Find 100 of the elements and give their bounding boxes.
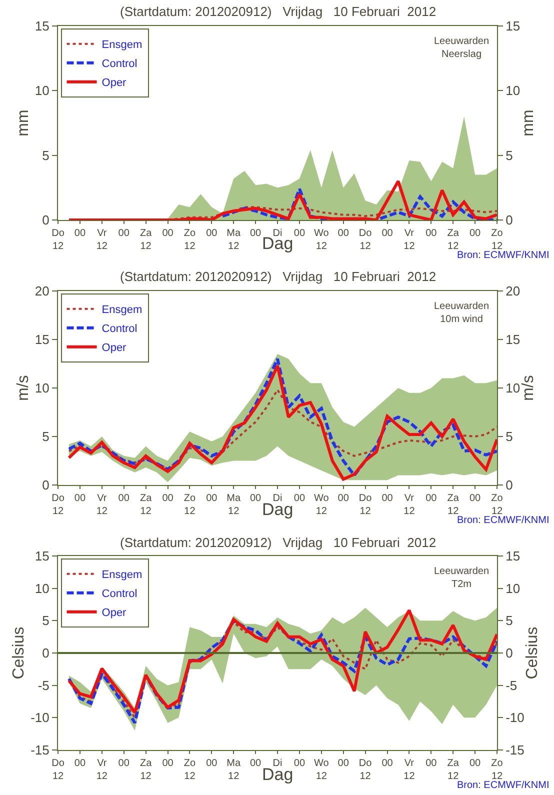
x-tick-label: Do 12 <box>358 758 372 782</box>
x-tick-label: 00 <box>338 228 350 239</box>
y-axis-title: m/s <box>14 375 32 401</box>
x-tick-label: 00 <box>118 228 130 239</box>
x-tick-label: Zo 12 <box>491 758 504 782</box>
x-tick-label: 00 <box>162 493 174 504</box>
y-tick-label: 5 <box>42 148 50 163</box>
x-tick-label: Zo 12 <box>184 493 196 517</box>
y-tick-label: 5 <box>42 429 50 444</box>
line-series <box>67 180 497 220</box>
y2-axis-title: Celsius <box>524 626 542 680</box>
x-tick-label: Ma 12 <box>226 758 241 782</box>
x-tick-label: Vr 12 <box>96 493 108 517</box>
y2-tick-label: 0 <box>506 212 513 228</box>
x-tick-label: Zo 12 <box>184 758 196 782</box>
y-tick-label: 15 <box>34 18 50 34</box>
y-tick-label: -5 <box>38 678 50 693</box>
legend-label: Oper <box>102 342 127 354</box>
x-tick-label: 00 <box>250 228 262 239</box>
y2-axis-title: m/s <box>520 375 538 401</box>
legend-label: Control <box>102 588 138 600</box>
legend-label: Control <box>102 323 138 336</box>
y2-tick-label: -10 <box>506 710 524 726</box>
y-tick-label: 10 <box>34 580 50 596</box>
x-tick-label: Vr 12 <box>96 228 108 252</box>
chart-title: (Startdatum: 2012020912) Vrijdag 10 Februari 2012 <box>120 269 436 284</box>
x-tick-label: 00 <box>382 228 394 239</box>
x-tick-label: 00 <box>469 758 482 769</box>
x-tick-label: Za 12 <box>447 228 460 252</box>
annotation: Leeuwarden 10m wind <box>434 301 490 325</box>
chart-title: (Startdatum: 2012020912) Vrijdag 10 Februari 2012 <box>120 4 436 19</box>
x-tick-label: Ma 12 <box>226 493 241 517</box>
y2-tick-label: 15 <box>506 18 520 34</box>
x-tick-label: Di <box>272 228 282 239</box>
y-tick-label: 10 <box>34 83 50 98</box>
x-tick-label: Za 12 <box>140 493 152 517</box>
y2-tick-label: 15 <box>506 548 520 564</box>
x-tick-label: 00 <box>426 758 438 769</box>
x-tick-label: 00 <box>469 493 482 504</box>
y-tick-label: -10 <box>30 710 50 726</box>
x-tick-label: Do 12 <box>358 493 372 517</box>
legend-label: Oper <box>102 77 127 90</box>
y2-tick-label: -5 <box>506 678 518 693</box>
text: Bron: ECMWF/KNMI <box>457 250 550 261</box>
x-tick-label: Za 12 <box>140 228 152 252</box>
x-tick-label: 00 <box>382 493 394 504</box>
x-tick-label: Za 12 <box>447 758 460 782</box>
y-tick-label: 5 <box>42 613 50 628</box>
x-tick-label: Wo 12 <box>314 758 330 782</box>
x-tick-label: Zo 12 <box>184 228 196 252</box>
x-tick-label: 00 <box>250 758 262 769</box>
y-tick-label: -15 <box>30 742 50 758</box>
x-tick-label: 00 <box>250 493 262 504</box>
x-tick-label: Wo 12 <box>314 228 330 252</box>
y2-tick-label: 5 <box>506 429 513 444</box>
x-tick-label: Zo 12 <box>491 493 504 517</box>
legend-label: Control <box>102 58 138 70</box>
x-tick-label: 00 <box>338 493 350 504</box>
y-tick-label: 0 <box>42 212 50 228</box>
y2-tick-label: 0 <box>506 646 513 661</box>
x-tick-label: Do 12 <box>52 493 65 517</box>
y-tick-label: 0 <box>42 478 50 493</box>
y-axis-title: Celsius <box>10 626 28 680</box>
x-tick-label: 00 <box>469 228 482 239</box>
x-tick-label: 00 <box>74 758 86 769</box>
annotation: Leeuwarden Neerslag <box>434 36 490 60</box>
x-tick-label: Vr 12 <box>96 758 108 782</box>
y-tick-label: 10 <box>34 380 50 396</box>
x-tick-label: 00 <box>206 758 218 769</box>
y2-tick-label: 10 <box>506 380 520 396</box>
x-tick-label: 00 <box>206 493 218 504</box>
x-tick-label: Za 12 <box>447 493 460 517</box>
y-tick-label: 15 <box>34 332 50 348</box>
x-tick-label: Zo 12 <box>491 228 504 252</box>
x-tick-label: 00 <box>426 493 438 504</box>
y-tick-label: 20 <box>34 284 50 299</box>
y2-tick-label: 10 <box>506 83 520 98</box>
x-tick-label: 00 <box>294 228 306 239</box>
x-tick-label: Do 12 <box>358 228 372 252</box>
y2-tick-label: 10 <box>506 580 520 596</box>
y2-tick-label: 5 <box>506 613 513 628</box>
x-tick-label: Vr 12 <box>404 493 416 517</box>
annotation: Leeuwarden T2m <box>434 566 490 590</box>
x-tick-label: 00 <box>74 493 86 504</box>
x-tick-label: 00 <box>118 493 130 504</box>
chart-title: (Startdatum: 2012020912) Vrijdag 10 Februari 2012 <box>120 535 436 550</box>
y-tick-label: 15 <box>34 548 50 564</box>
x-tick-label: 00 <box>294 493 306 504</box>
x-tick-label: 00 <box>162 228 174 239</box>
text: Bron: ECMWF/KNMI <box>457 780 550 791</box>
x-tick-label: Do 12 <box>52 758 65 782</box>
x-tick-label: Vr 12 <box>404 758 416 782</box>
y2-tick-label: 5 <box>506 148 513 163</box>
x-tick-label: Za 12 <box>140 758 152 782</box>
y2-tick-label: 20 <box>506 284 520 299</box>
y2-tick-label: -15 <box>506 742 524 758</box>
x-tick-label: 00 <box>294 758 306 769</box>
x-tick-label: 00 <box>206 228 218 239</box>
legend-label: Ensgem <box>102 304 142 316</box>
x-tick-label: Vr 12 <box>404 228 416 252</box>
